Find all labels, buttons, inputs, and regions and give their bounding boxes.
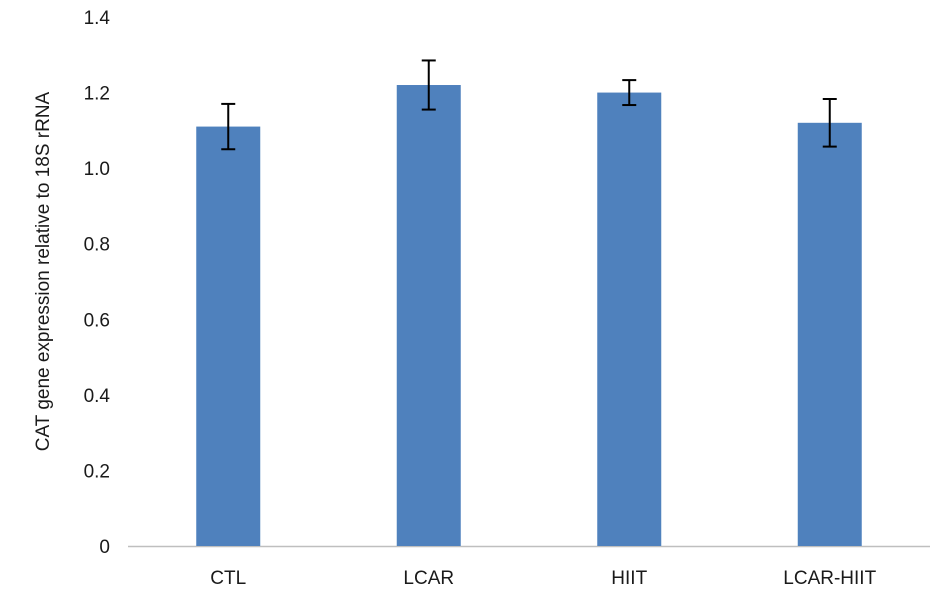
x-tick-label-lcar-hiit: LCAR-HIIT [783, 568, 876, 589]
bar-lcar-hiit [797, 122, 862, 547]
bar-hiit [597, 92, 662, 547]
error-bars [221, 59, 837, 151]
y-tick-label: 0.4 [84, 386, 111, 407]
y-axis-title: CAT gene expression relative to 18S rRNA [33, 91, 54, 451]
y-tick-label: 0 [99, 537, 110, 558]
bar-lcar [396, 85, 461, 546]
error-bar-ctl [221, 102, 236, 151]
error-bar-lcar-hiit [822, 97, 837, 148]
y-axis-ticks: 0 0.2 0.4 0.6 0.8 1.0 1.2 1.4 [84, 8, 111, 558]
x-tick-label-hiit: HIIT [611, 568, 647, 589]
error-bar-lcar [421, 59, 436, 111]
error-bar-hiit [622, 79, 637, 107]
y-tick-label: 1.0 [84, 159, 110, 180]
y-axis-title-group: CAT gene expression relative to 18S rRNA [33, 91, 54, 451]
y-tick-label: 1.2 [84, 84, 110, 105]
y-tick-label: 1.4 [84, 8, 111, 29]
y-tick-label: 0.6 [84, 310, 110, 331]
x-tick-label-lcar: LCAR [403, 568, 454, 589]
x-tick-label-ctl: CTL [210, 568, 246, 589]
bars [196, 85, 862, 547]
x-axis-ticks: CTL LCAR HIIT LCAR-HIIT [210, 568, 876, 589]
bar-ctl [196, 126, 261, 546]
y-tick-label: 0.8 [84, 235, 110, 256]
y-tick-label: 0.2 [84, 461, 110, 482]
